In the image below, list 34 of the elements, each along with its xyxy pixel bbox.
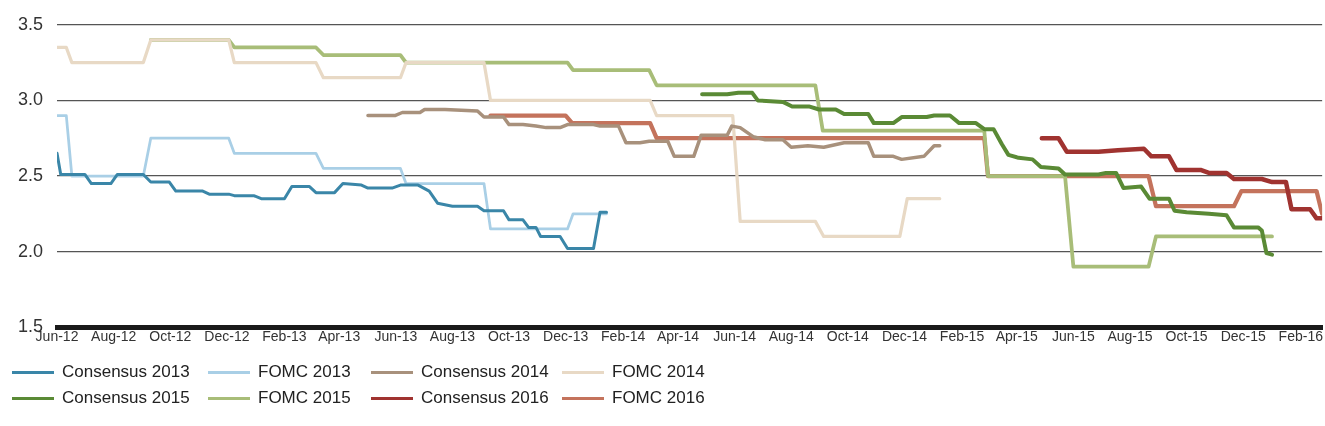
y-tick-label: 2.5 bbox=[17, 164, 44, 185]
legend-label: Consensus 2015 bbox=[62, 388, 190, 408]
legend-label: FOMC 2013 bbox=[258, 362, 351, 382]
x-tick-label: Aug-14 bbox=[768, 328, 814, 345]
x-tick-label: Dec-12 bbox=[204, 328, 250, 345]
x-tick-label: Dec-14 bbox=[881, 328, 928, 345]
x-tick-label: Jun-14 bbox=[713, 328, 757, 345]
y-tick-label: 3.0 bbox=[17, 89, 44, 110]
legend-label: Consensus 2014 bbox=[421, 362, 549, 382]
x-tick-label: Dec-15 bbox=[1220, 328, 1267, 345]
x-tick-label: Dec-13 bbox=[543, 328, 589, 345]
x-tick-label: Oct-15 bbox=[1165, 328, 1208, 345]
x-tick-label: Aug-13 bbox=[429, 328, 476, 345]
x-tick-label: Aug-15 bbox=[1107, 328, 1153, 345]
x-tick-label: Jun-13 bbox=[374, 328, 418, 345]
x-tick-label: Apr-14 bbox=[656, 328, 700, 345]
x-tick-label: Aug-12 bbox=[91, 328, 137, 345]
x-tick-label: Jun-15 bbox=[1051, 328, 1095, 345]
legend-label: FOMC 2014 bbox=[612, 362, 705, 382]
x-tick-label: Oct-13 bbox=[488, 328, 531, 345]
x-tick-label: Apr-13 bbox=[318, 328, 361, 345]
y-tick-label: 3.5 bbox=[17, 13, 44, 34]
x-tick-label: Apr-15 bbox=[995, 328, 1038, 345]
x-tick-label: Oct-14 bbox=[826, 328, 870, 345]
legend-label: FOMC 2016 bbox=[612, 388, 705, 408]
x-tick-label: Oct-12 bbox=[149, 328, 192, 345]
y-tick-label: 2.0 bbox=[17, 240, 44, 261]
legend-label: Consensus 2016 bbox=[421, 388, 549, 408]
x-tick-label: Feb-13 bbox=[262, 328, 307, 345]
legend-label: Consensus 2013 bbox=[62, 362, 190, 382]
x-tick-label: Feb-16 bbox=[1278, 328, 1324, 345]
legend-label: FOMC 2015 bbox=[258, 388, 351, 408]
x-tick-label: Feb-14 bbox=[601, 328, 646, 345]
x-tick-label: Feb-15 bbox=[939, 328, 985, 345]
